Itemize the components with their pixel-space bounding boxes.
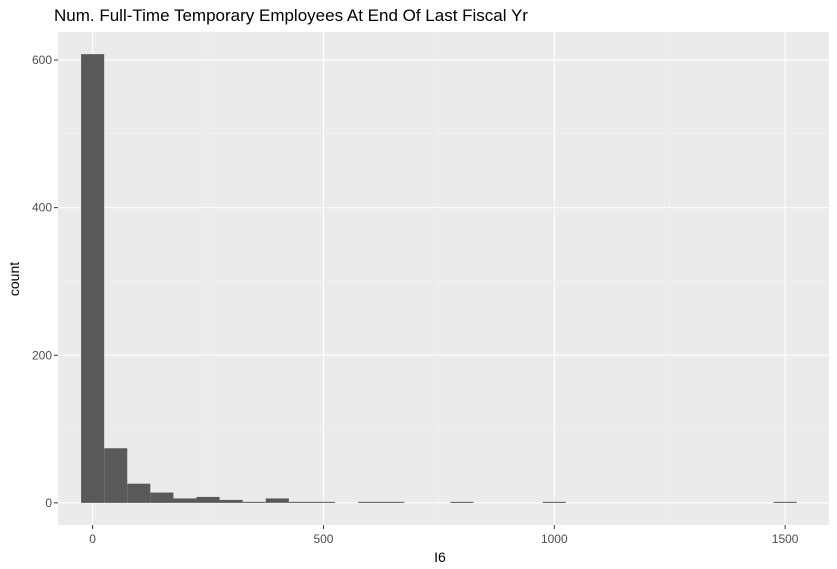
chart-title: Num. Full-Time Temporary Employees At En…: [54, 6, 528, 25]
histogram-bars: [81, 54, 797, 503]
histogram-bar: [265, 498, 289, 503]
histogram-bar: [542, 501, 566, 503]
histogram-bar: [196, 496, 220, 503]
x-tick-label: 0: [89, 532, 96, 546]
histogram-bar: [450, 501, 474, 503]
histogram-bar: [150, 492, 174, 503]
histogram-bar: [311, 501, 336, 503]
x-tick-label: 500: [313, 532, 333, 546]
histogram-bar: [358, 501, 382, 503]
histogram-bar: [219, 499, 243, 503]
histogram-bar: [242, 501, 266, 503]
minor-gridlines-y: [58, 133, 829, 430]
plot-panel: [58, 32, 829, 525]
y-axis-ticks: 0 200 400 600: [32, 53, 58, 510]
histogram-bar: [81, 54, 105, 503]
minor-gridlines-x: [207, 32, 671, 525]
y-tick-label: 600: [32, 53, 52, 67]
histogram-bar: [288, 501, 312, 503]
x-tick-label: 1500: [772, 532, 799, 546]
y-tick-label: 0: [45, 496, 52, 510]
histogram-bar: [381, 501, 405, 503]
histogram-bar: [773, 501, 797, 503]
y-tick-label: 400: [32, 201, 52, 215]
histogram-bar: [173, 498, 197, 503]
x-axis-title: I6: [434, 549, 446, 565]
x-axis-ticks: 0 500 1000 1500: [89, 525, 799, 546]
histogram-bar: [127, 483, 151, 503]
x-tick-label: 1000: [541, 532, 568, 546]
histogram-bar: [104, 448, 128, 503]
y-tick-label: 200: [32, 348, 52, 362]
y-axis-title: count: [6, 262, 22, 296]
